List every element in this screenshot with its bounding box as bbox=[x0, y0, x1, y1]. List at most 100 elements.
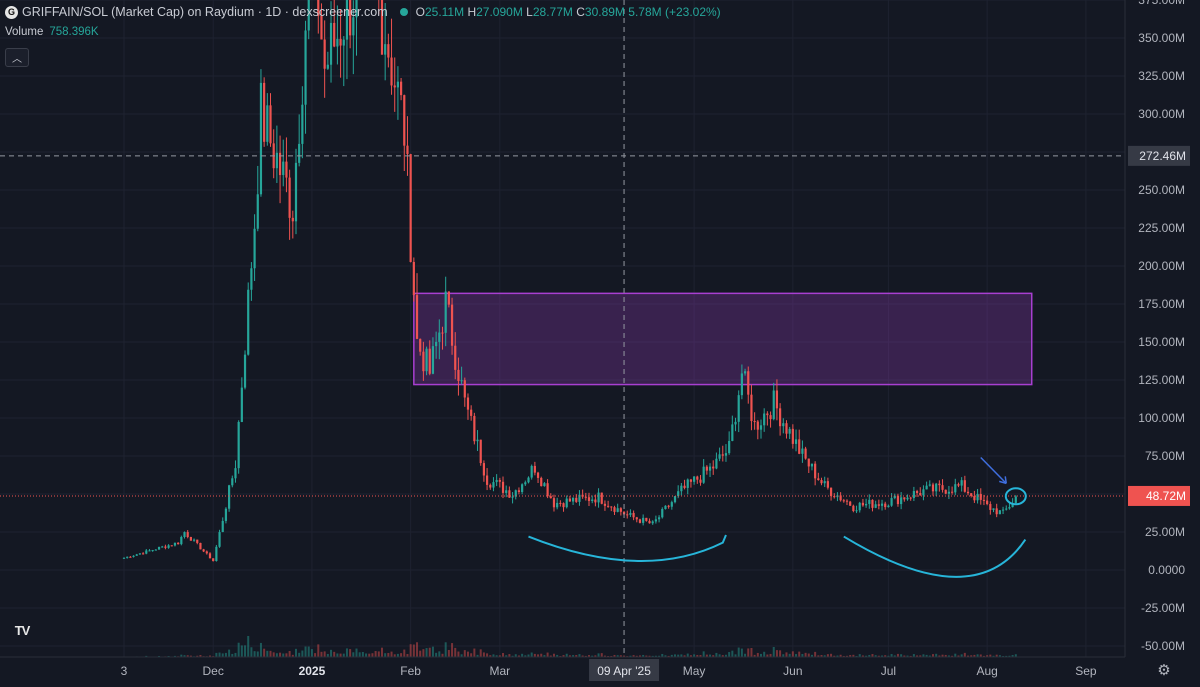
volume-bar bbox=[552, 653, 555, 657]
volume-bar bbox=[237, 642, 240, 657]
candle-body bbox=[495, 479, 498, 483]
volume-bar bbox=[715, 652, 718, 657]
candle-body bbox=[584, 496, 587, 498]
volume-bar bbox=[849, 655, 852, 657]
candle-body bbox=[151, 550, 154, 552]
y-tick-label: 375.00M bbox=[1138, 0, 1185, 7]
volume-bar bbox=[874, 655, 877, 657]
candle-body bbox=[877, 504, 880, 506]
candle-body bbox=[403, 95, 406, 146]
volume-bar bbox=[982, 655, 985, 657]
candle-body bbox=[1011, 503, 1014, 508]
volume-bar bbox=[763, 651, 766, 657]
candle-body bbox=[215, 546, 218, 561]
volume-bar bbox=[737, 647, 740, 657]
candle-body bbox=[556, 502, 559, 508]
volume-bar bbox=[173, 655, 176, 657]
candle-body bbox=[951, 491, 954, 493]
volume-bar bbox=[705, 654, 708, 657]
candle-body bbox=[915, 491, 919, 493]
settings-gear-icon[interactable]: ⚙ bbox=[1157, 662, 1171, 679]
candle-body bbox=[485, 475, 489, 485]
y-tick-label: 125.00M bbox=[1138, 373, 1185, 387]
volume-bar bbox=[766, 654, 769, 657]
volume-bar bbox=[629, 655, 632, 657]
volume-bar bbox=[584, 655, 587, 657]
volume-bar bbox=[890, 654, 893, 657]
candle-body bbox=[173, 542, 177, 546]
candle-body bbox=[508, 490, 511, 498]
candle-body bbox=[753, 421, 756, 423]
volume-bar bbox=[635, 655, 638, 657]
volume-bar bbox=[511, 655, 514, 657]
candle-body bbox=[686, 479, 689, 488]
collapse-legend-button[interactable]: ︿ bbox=[5, 48, 29, 67]
crosshair-price-tag bbox=[1128, 145, 1190, 166]
candle-body bbox=[135, 554, 138, 556]
candle-body bbox=[441, 332, 444, 334]
candle-body bbox=[412, 261, 415, 296]
volume-bar bbox=[517, 655, 520, 657]
volume-bar bbox=[304, 646, 307, 657]
volume-bar bbox=[944, 654, 947, 657]
candle-body bbox=[269, 105, 272, 144]
volume-bar bbox=[603, 655, 606, 657]
annotation-curve-2 bbox=[843, 535, 1027, 578]
volume-bar bbox=[588, 655, 591, 657]
volume-value: 758.396K bbox=[49, 26, 99, 38]
candle-body bbox=[833, 496, 836, 498]
tradingview-logo[interactable]: TV bbox=[14, 622, 31, 638]
candle-body bbox=[326, 64, 329, 69]
candle-body bbox=[884, 503, 887, 508]
candle-body bbox=[307, 0, 310, 31]
volume-bar bbox=[661, 653, 664, 657]
candle-body bbox=[734, 421, 737, 425]
y-tick-label: -50.00M bbox=[1141, 639, 1185, 653]
volume-readout: Volume 758.396K bbox=[5, 26, 99, 38]
volume-bar bbox=[266, 650, 269, 657]
candle-body bbox=[858, 502, 861, 511]
volume-bar bbox=[393, 654, 396, 657]
crosshair-price-label: 272.46M bbox=[1139, 149, 1186, 163]
candle-body bbox=[600, 492, 603, 504]
annotation-circle bbox=[1004, 487, 1027, 506]
candle-body bbox=[463, 380, 466, 398]
candle-body bbox=[775, 390, 779, 409]
volume-bar bbox=[795, 654, 798, 657]
candle-body bbox=[769, 415, 772, 420]
candle-body bbox=[966, 491, 970, 494]
candle-body bbox=[798, 439, 801, 454]
candle-body bbox=[919, 492, 922, 496]
candle-body bbox=[431, 346, 435, 374]
volume-bar bbox=[906, 655, 909, 657]
candle-body bbox=[447, 291, 450, 305]
volume-bar bbox=[651, 655, 654, 657]
volume-bar bbox=[670, 654, 673, 657]
candle-body bbox=[253, 228, 256, 269]
candle-body bbox=[654, 519, 657, 522]
volume-bar bbox=[709, 654, 712, 657]
volume-bar bbox=[992, 655, 995, 657]
candle-body bbox=[266, 105, 269, 142]
volume-bar bbox=[642, 654, 645, 657]
volume-bar bbox=[476, 654, 479, 657]
volume-bar bbox=[425, 648, 428, 657]
volume-bar bbox=[632, 655, 635, 657]
volume-bar bbox=[638, 655, 641, 657]
candle-body bbox=[906, 497, 909, 500]
volume-bar bbox=[791, 651, 794, 657]
x-tick-label: Feb bbox=[400, 664, 421, 678]
last-price-label: 48.72M bbox=[1146, 489, 1186, 503]
candle-body bbox=[941, 485, 944, 490]
volume-bar bbox=[374, 651, 377, 657]
candle-body bbox=[167, 545, 170, 548]
candle-body bbox=[912, 491, 915, 499]
last-price-tag bbox=[1128, 485, 1190, 506]
y-tick-label: -25.00M bbox=[1141, 601, 1185, 615]
y-tick-label: 150.00M bbox=[1138, 335, 1185, 349]
candle-body bbox=[221, 520, 224, 533]
volume-bar bbox=[486, 653, 489, 657]
candle-body bbox=[352, 17, 355, 36]
volume-bar bbox=[740, 648, 743, 657]
